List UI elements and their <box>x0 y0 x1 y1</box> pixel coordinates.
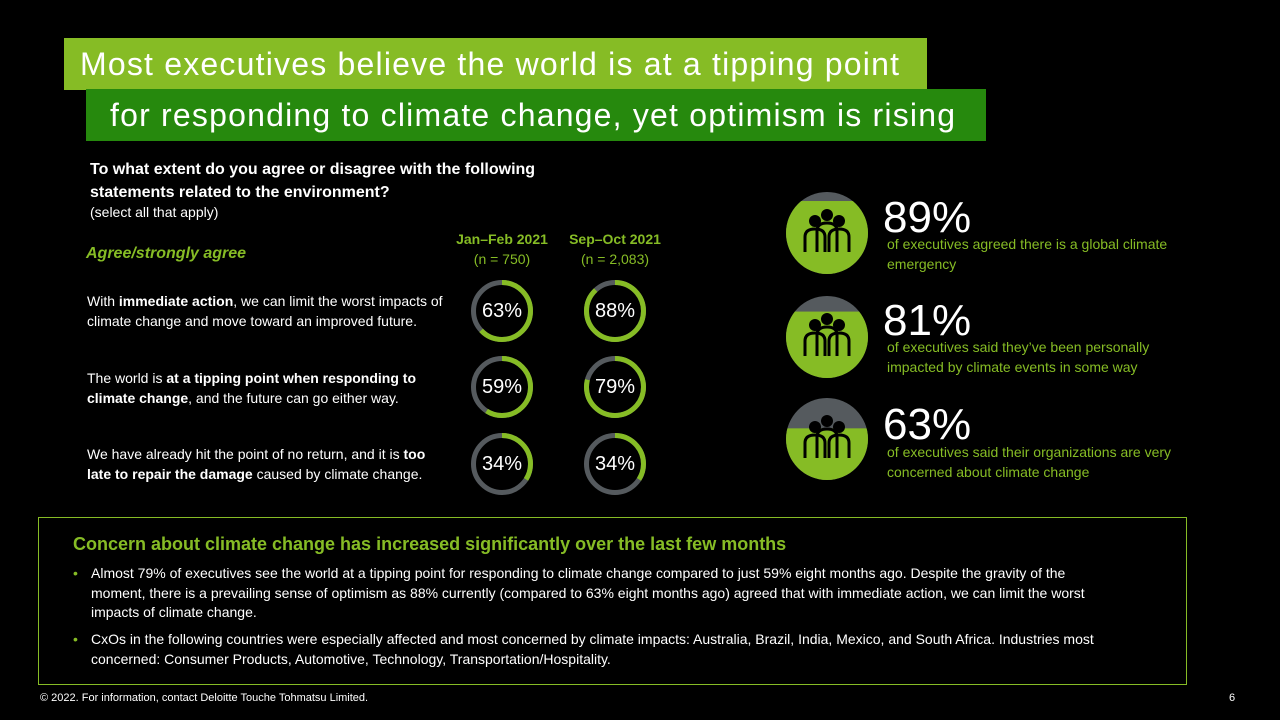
donut-3-sep-oct: 34% <box>582 431 648 497</box>
statement-text: The world is <box>87 370 167 386</box>
donut-value-label: 63% <box>481 300 523 322</box>
donut-value-arc <box>584 433 646 495</box>
statement-emphasis: at a tipping point when responding to cl… <box>87 370 417 406</box>
donut-2-sep-oct: 79% <box>582 354 648 420</box>
donut-svg <box>471 356 533 418</box>
donut-2-jan-feb: 59% <box>469 354 535 420</box>
stat-value: 81% <box>883 296 972 345</box>
column-period: Jan–Feb 2021 <box>456 231 548 247</box>
bullet-text: CxOs in the following countries were esp… <box>91 631 1094 667</box>
statement-text: With <box>87 293 119 309</box>
footer-copyright: © 2022. For information, contact Deloitt… <box>40 692 369 704</box>
people-group-icon <box>786 398 868 480</box>
stat-description: of executives agreed there is a global c… <box>887 236 1168 272</box>
statement-2: The world is at a tipping point when res… <box>87 368 432 408</box>
icon-fill-level <box>786 428 868 480</box>
stat-description: of executives said their organizations a… <box>887 444 1172 480</box>
statement-emphasis: immediate action <box>118 293 234 309</box>
donut-svg <box>584 280 646 342</box>
donut-value-label: 88% <box>594 300 636 322</box>
donut-value-label: 79% <box>594 376 636 398</box>
donut-value-arc <box>471 433 533 495</box>
survey-question: To what extent do you agree or disagree … <box>90 161 536 201</box>
donut-1-jan-feb: 63% <box>469 278 535 344</box>
column-header-sep-oct: Sep–Oct 2021 (n = 2,083) <box>555 229 675 269</box>
donut-svg <box>584 356 646 418</box>
bullet-icon: • <box>73 631 78 647</box>
people-figures <box>803 415 851 458</box>
donut-value-arc <box>471 356 533 418</box>
donut-1-sep-oct: 88% <box>582 278 648 344</box>
donut-svg <box>471 280 533 342</box>
donut-value-arc <box>584 280 646 342</box>
column-sample-size: (n = 2,083) <box>580 251 650 267</box>
stat-value: 63% <box>883 400 972 449</box>
donut-svg <box>584 433 646 495</box>
people-icon-svg <box>786 398 868 480</box>
donut-value-arc <box>584 356 646 418</box>
people-figures <box>803 209 851 252</box>
summary-title: Concern about climate change has increas… <box>73 534 787 554</box>
donut-3-jan-feb: 34% <box>469 431 535 497</box>
statement-text: , we can limit the worst impacts of clim… <box>87 293 443 329</box>
summary-box: Concern about climate change has increas… <box>38 517 1187 685</box>
donut-value-label: 34% <box>481 453 523 475</box>
people-group-icon <box>786 192 868 274</box>
agree-label: Agree/strongly agree <box>86 245 247 262</box>
donut-value-label: 34% <box>594 453 636 475</box>
donut-svg <box>471 433 533 495</box>
bullet-icon: • <box>73 565 78 581</box>
stat-value: 89% <box>883 193 972 242</box>
donut-value-label: 59% <box>481 376 523 398</box>
summary-bullet-1: • Almost 79% of executives see the world… <box>73 564 1101 623</box>
donut-value-arc <box>471 280 533 342</box>
bullet-text: Almost 79% of executives see the world a… <box>91 565 1085 620</box>
people-icon-svg <box>786 296 868 378</box>
people-icon-svg <box>786 192 868 274</box>
summary-bullet-2: • CxOs in the following countries were e… <box>73 630 1101 669</box>
statement-1: With immediate action, we can limit the … <box>87 291 462 331</box>
stat-description: of executives said they’ve been personal… <box>887 339 1150 375</box>
statement-text: We have already hit the point of no retu… <box>87 446 404 462</box>
statement-text: , and the future can go either way. <box>188 390 399 406</box>
statement-text: caused by climate change. <box>252 466 423 482</box>
people-group-icon <box>786 296 868 378</box>
statement-3: We have already hit the point of no retu… <box>87 444 452 484</box>
statement-emphasis: too late to repair the damage <box>87 446 426 482</box>
page-number: 6 <box>1229 692 1236 704</box>
title-line-2: for responding to climate change, yet op… <box>86 89 986 141</box>
title-line-1: Most executives believe the world is at … <box>64 38 927 90</box>
people-figures <box>803 313 851 356</box>
column-header-jan-feb: Jan–Feb 2021 (n = 750) <box>442 229 562 269</box>
survey-question-note: (select all that apply) <box>90 204 219 220</box>
column-sample-size: (n = 750) <box>473 251 531 267</box>
column-period: Sep–Oct 2021 <box>569 231 661 247</box>
